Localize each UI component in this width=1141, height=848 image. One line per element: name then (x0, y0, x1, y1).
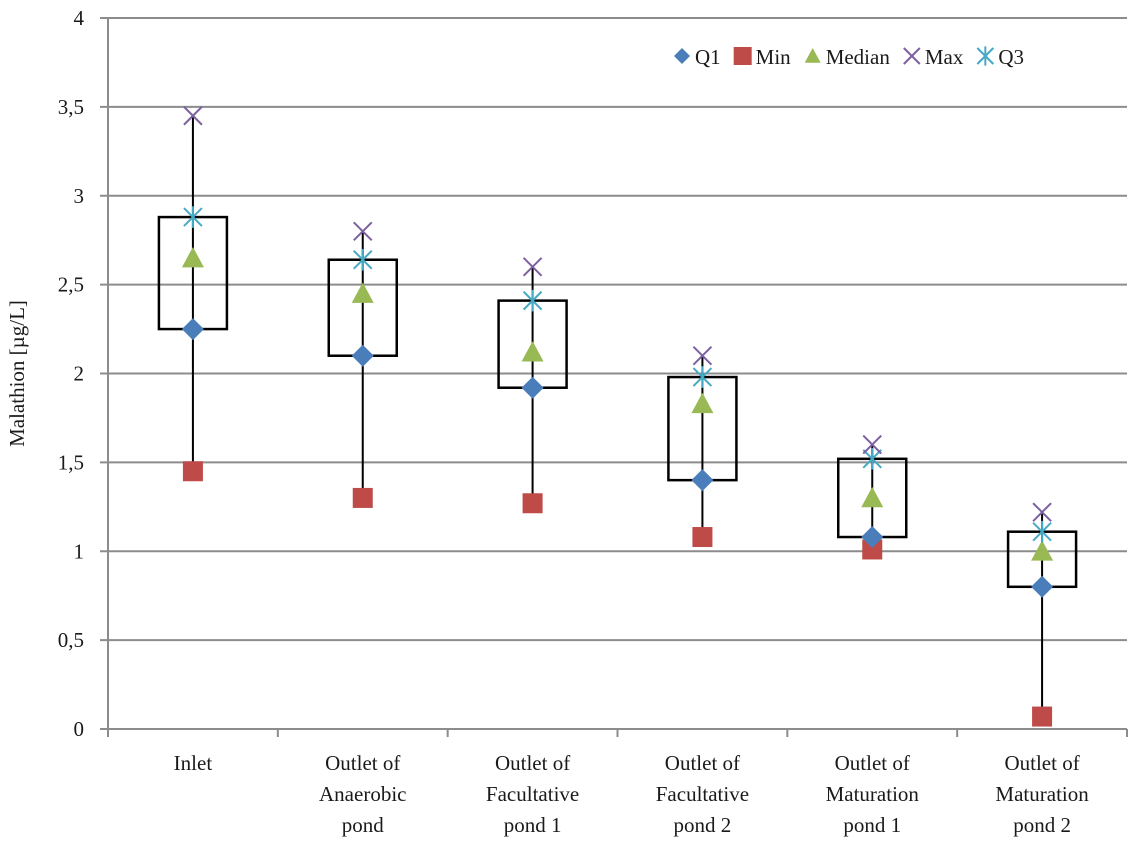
legend: Q1 Min Median Max Q3 (674, 45, 1024, 69)
x-category-label-line: Outlet of (1004, 751, 1079, 775)
y-axis-title: Malathion [µg/L] (5, 300, 29, 447)
marker-q1 (181, 318, 204, 341)
marker-min (522, 493, 543, 514)
x-category-label-line: Outlet of (835, 751, 910, 775)
legend-min-label: Min (756, 45, 792, 69)
marker-q3 (1032, 520, 1052, 543)
x-axis-ticks: Inlet Outlet of Anaerobic pond Outlet of Facu… (107, 729, 1128, 837)
x-category-label: Outlet of Anaerobic pond (319, 751, 406, 837)
marker-q1 (521, 376, 544, 399)
y-tick-label: 3 (74, 184, 85, 208)
marker-min (1032, 706, 1053, 727)
marker-min (352, 487, 373, 508)
y-tick-label: 4 (74, 6, 85, 30)
legend-median-label: Median (826, 45, 891, 69)
legend-q3-icon (976, 46, 995, 66)
marker-max (353, 221, 373, 242)
x-category-label: Inlet (174, 751, 213, 775)
marker-q1 (861, 526, 884, 549)
marker-q1 (351, 344, 374, 367)
x-category-label-line: Facultative (656, 782, 749, 806)
marker-min (862, 539, 883, 560)
marker-stroke (1032, 502, 1052, 522)
y-tick-label: 3,5 (58, 95, 84, 119)
x-category-label-line: Inlet (174, 751, 213, 775)
boxes (157, 115, 1078, 717)
x-category-label: Outlet of Maturation pond 2 (995, 751, 1089, 837)
marker-median (181, 246, 204, 268)
x-category-label: Outlet of Facultative pond 1 (486, 751, 579, 837)
marker-stroke (903, 47, 921, 65)
legend-q1-label: Q1 (695, 45, 721, 69)
x-category-label-line: Facultative (486, 782, 579, 806)
marker-max (183, 106, 203, 126)
legend-max-label: Max (925, 45, 964, 69)
y-tick-label: 2 (74, 362, 85, 386)
x-category-label-line: Outlet of (495, 751, 570, 775)
x-category-label: Outlet of Maturation pond 1 (826, 751, 920, 837)
marker-stroke (183, 106, 203, 126)
x-category-label-line: pond 2 (1013, 813, 1071, 837)
y-axis-ticks: 0 0,5 1 1,5 2 2,5 3 3,5 4 (58, 6, 108, 741)
marker-max (692, 346, 713, 366)
legend-q3-label: Q3 (998, 45, 1024, 69)
legend-q1-icon (674, 48, 690, 64)
x-category-label: Outlet of Facultative pond 2 (656, 751, 749, 837)
marker-stroke (692, 346, 713, 366)
marker-q3 (522, 289, 543, 312)
marker-median (351, 282, 374, 303)
marker-q3 (862, 448, 882, 470)
y-tick-label: 0 (74, 717, 85, 741)
marker-min (182, 461, 203, 482)
x-category-label-line: pond 1 (504, 813, 562, 837)
marker-q1 (1031, 575, 1054, 598)
marker-median (861, 486, 884, 508)
marker-median (521, 341, 544, 362)
y-tick-label: 2,5 (58, 273, 84, 297)
marker-stroke (353, 221, 373, 242)
x-category-label-line: Maturation (995, 782, 1089, 806)
legend-min-icon (733, 47, 752, 65)
x-category-label-line: Anaerobic (319, 782, 406, 806)
marker-q3 (692, 366, 713, 388)
marker-max (1032, 502, 1052, 522)
marker-q1 (691, 469, 714, 492)
marker-q3 (353, 248, 373, 271)
x-category-label-line: Maturation (826, 782, 920, 806)
marker-max (522, 257, 543, 277)
y-tick-label: 1,5 (58, 450, 84, 474)
x-category-label-line: pond 1 (843, 813, 901, 837)
marker-stroke (522, 257, 543, 277)
markers (181, 106, 1054, 727)
marker-stroke (862, 434, 882, 455)
y-tick-label: 1 (74, 539, 85, 563)
marker-max (862, 434, 882, 455)
marker-median (691, 392, 714, 414)
y-tick-label: 0,5 (58, 628, 84, 652)
x-category-label-line: Outlet of (665, 751, 740, 775)
x-category-label-line: pond (342, 813, 385, 837)
x-category-label-line: Outlet of (325, 751, 400, 775)
marker-q3 (183, 206, 203, 228)
legend-max-icon (903, 47, 921, 65)
legend-median-icon (804, 48, 821, 63)
x-category-label-line: pond 2 (674, 813, 732, 837)
marker-median (1031, 540, 1054, 561)
marker-min (692, 527, 713, 548)
gridlines (108, 17, 1127, 642)
